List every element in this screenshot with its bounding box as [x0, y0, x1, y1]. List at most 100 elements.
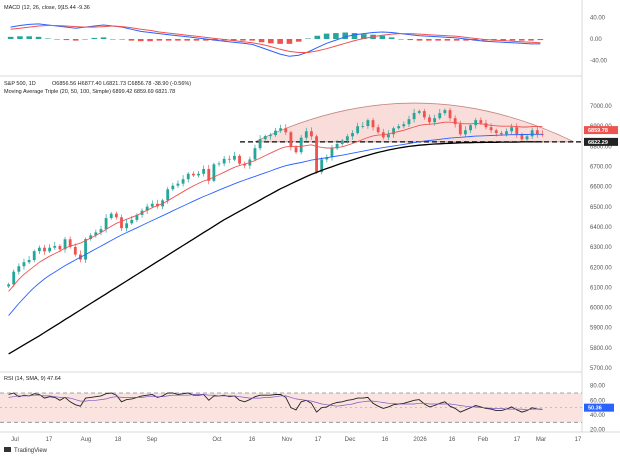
- macd-histogram-bar: [82, 39, 88, 40]
- candle-body: [525, 136, 529, 140]
- macd-histogram-bar: [249, 39, 256, 41]
- candle-body: [63, 239, 67, 250]
- time-tick-label: 17: [46, 437, 53, 443]
- candle-body: [484, 123, 488, 128]
- price-tick-label: 5900.00: [590, 326, 612, 332]
- candle-body: [340, 140, 344, 144]
- macd-histogram-bar: [360, 34, 367, 39]
- price-tag: 6859.78: [584, 126, 618, 135]
- candle-body: [130, 219, 134, 224]
- rounded-top-pattern: [254, 102, 575, 143]
- candle-body: [233, 155, 236, 160]
- candle-body: [356, 126, 360, 134]
- candle-body: [197, 173, 200, 176]
- candle-body: [17, 266, 21, 272]
- time-tick-label: 17: [514, 437, 521, 443]
- candle-body: [145, 206, 149, 211]
- ma50-line: [8, 133, 543, 316]
- time-tick-label: Aug: [81, 437, 92, 443]
- macd-histogram-bar: [91, 37, 98, 39]
- candle-body: [351, 133, 354, 137]
- macd-histogram-bar: [137, 39, 144, 42]
- candle-body: [299, 137, 303, 153]
- macd-title: MACD (12, 26, close, 9): [4, 5, 63, 11]
- macd-histogram-bar: [165, 39, 172, 41]
- macd-histogram-bar: [435, 39, 441, 41]
- macd-histogram-bar: [426, 39, 432, 41]
- candle-body: [263, 136, 267, 140]
- candle-body: [376, 127, 380, 133]
- candle-body: [361, 126, 365, 127]
- candle-body: [191, 173, 195, 176]
- macd-histogram-bar: [323, 33, 330, 39]
- time-tick-label: 17: [315, 437, 322, 443]
- candle-body: [227, 158, 231, 160]
- candle-body: [202, 168, 206, 174]
- macd-histogram-bar: [26, 36, 33, 39]
- candle-body: [464, 130, 467, 135]
- macd-histogram-bar: [407, 39, 414, 41]
- macd-histogram-bar: [35, 36, 42, 39]
- candle-body: [443, 110, 447, 114]
- brand-logo: TradingView: [4, 447, 48, 454]
- candle-body: [238, 155, 241, 164]
- price-tick-label: 5800.00: [590, 346, 612, 352]
- macd-histogram-bar: [528, 39, 534, 41]
- macd-histogram-bar: [509, 39, 516, 41]
- candle-body: [417, 111, 421, 113]
- candle-body: [222, 158, 226, 164]
- price-tick-label: 6200.00: [590, 265, 612, 271]
- candle-body: [68, 239, 72, 247]
- time-tick-label: 16: [249, 437, 256, 443]
- rsi-tag: 50.36: [584, 403, 614, 412]
- candle-body: [530, 130, 534, 137]
- ohlc-readout: O6856.56 H6877.40 L6821.73 C6856.78 -38.…: [52, 81, 191, 87]
- time-tick-label: Mar: [536, 437, 546, 443]
- candle-body: [125, 223, 129, 229]
- time-tick-label: 18: [115, 437, 122, 443]
- macd-histogram-bar: [333, 33, 339, 39]
- macd-signal-line: [10, 25, 541, 53]
- candle-body: [181, 179, 185, 184]
- candle-body: [366, 120, 370, 127]
- candle-body: [453, 118, 457, 125]
- candle-body: [479, 120, 483, 124]
- macd-histogram-bar: [500, 39, 506, 41]
- candle-body: [315, 136, 318, 173]
- price-tag-label: 6859.78: [588, 128, 608, 134]
- macd-values: 15.44 -9.36: [62, 5, 90, 11]
- time-tick-label: 16: [449, 437, 456, 443]
- macd-histogram-bar: [453, 39, 460, 41]
- price-tick-label: 6500.00: [590, 205, 612, 211]
- candle-body: [448, 110, 452, 119]
- candle-body: [335, 143, 339, 149]
- macd-tick-label: -40.00: [590, 59, 608, 65]
- ma20-line: [8, 121, 543, 292]
- macd-histogram-bar: [518, 39, 525, 41]
- candle-body: [428, 117, 431, 123]
- price-tick-label: 5700.00: [590, 366, 612, 372]
- candle-body: [294, 147, 298, 153]
- rsi-line: [8, 392, 543, 413]
- macd-histogram-bar: [398, 39, 404, 40]
- candle-body: [99, 229, 103, 233]
- macd-histogram-bar: [537, 39, 544, 41]
- rsi-sma-line: [8, 394, 543, 411]
- candle-body: [207, 168, 211, 181]
- price-tick-label: 6600.00: [590, 185, 612, 191]
- candle-body: [166, 189, 170, 201]
- macd-histogram-bar: [416, 39, 423, 41]
- rsi-tag-label: 50.36: [588, 406, 602, 412]
- time-tick-label: Sep: [147, 437, 158, 443]
- price-title: S&P 500, 1D: [4, 81, 36, 87]
- candle-body: [114, 213, 118, 218]
- macd-tick-label: 0.00: [590, 37, 602, 43]
- candle-body: [325, 157, 329, 160]
- candle-body: [150, 203, 154, 207]
- macd-histogram-bar: [147, 39, 153, 42]
- macd-histogram-bar: [351, 33, 358, 39]
- macd-histogram-bar: [184, 39, 191, 41]
- candle-body: [438, 113, 442, 119]
- candle-body: [274, 130, 277, 136]
